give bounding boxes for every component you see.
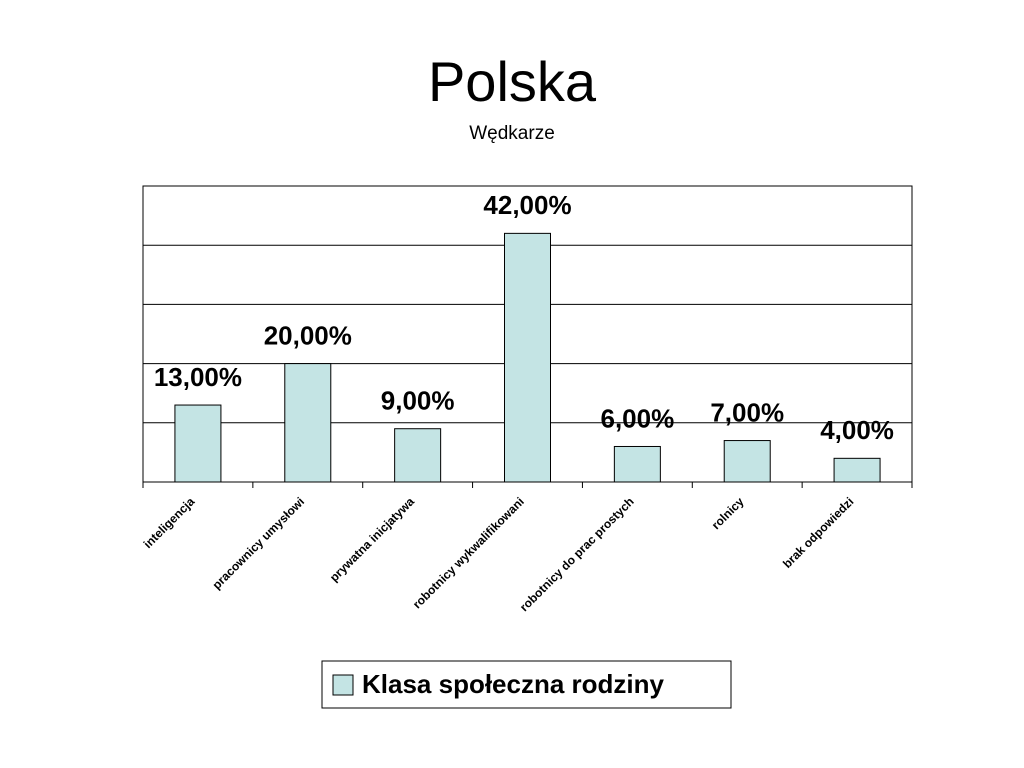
bar [174,404,222,483]
value-label: 7,00% [710,397,784,427]
value-label: 9,00% [381,386,455,416]
bar [504,232,551,483]
value-label: 42,00% [483,190,571,220]
legend-swatch [332,674,354,696]
value-label: 13,00% [154,362,242,392]
value-label: 20,00% [264,320,352,350]
chart-title: Polska [428,50,597,113]
chart-subtitle: Wędkarze [469,123,555,144]
bar [613,445,661,483]
value-label: 4,00% [820,415,894,445]
bar [833,457,881,483]
bar [394,428,442,483]
bar [284,363,332,483]
value-label: 6,00% [600,403,674,433]
bar [723,440,771,483]
legend-box [321,660,732,709]
legend-label: Klasa społeczna rodziny [362,669,665,699]
